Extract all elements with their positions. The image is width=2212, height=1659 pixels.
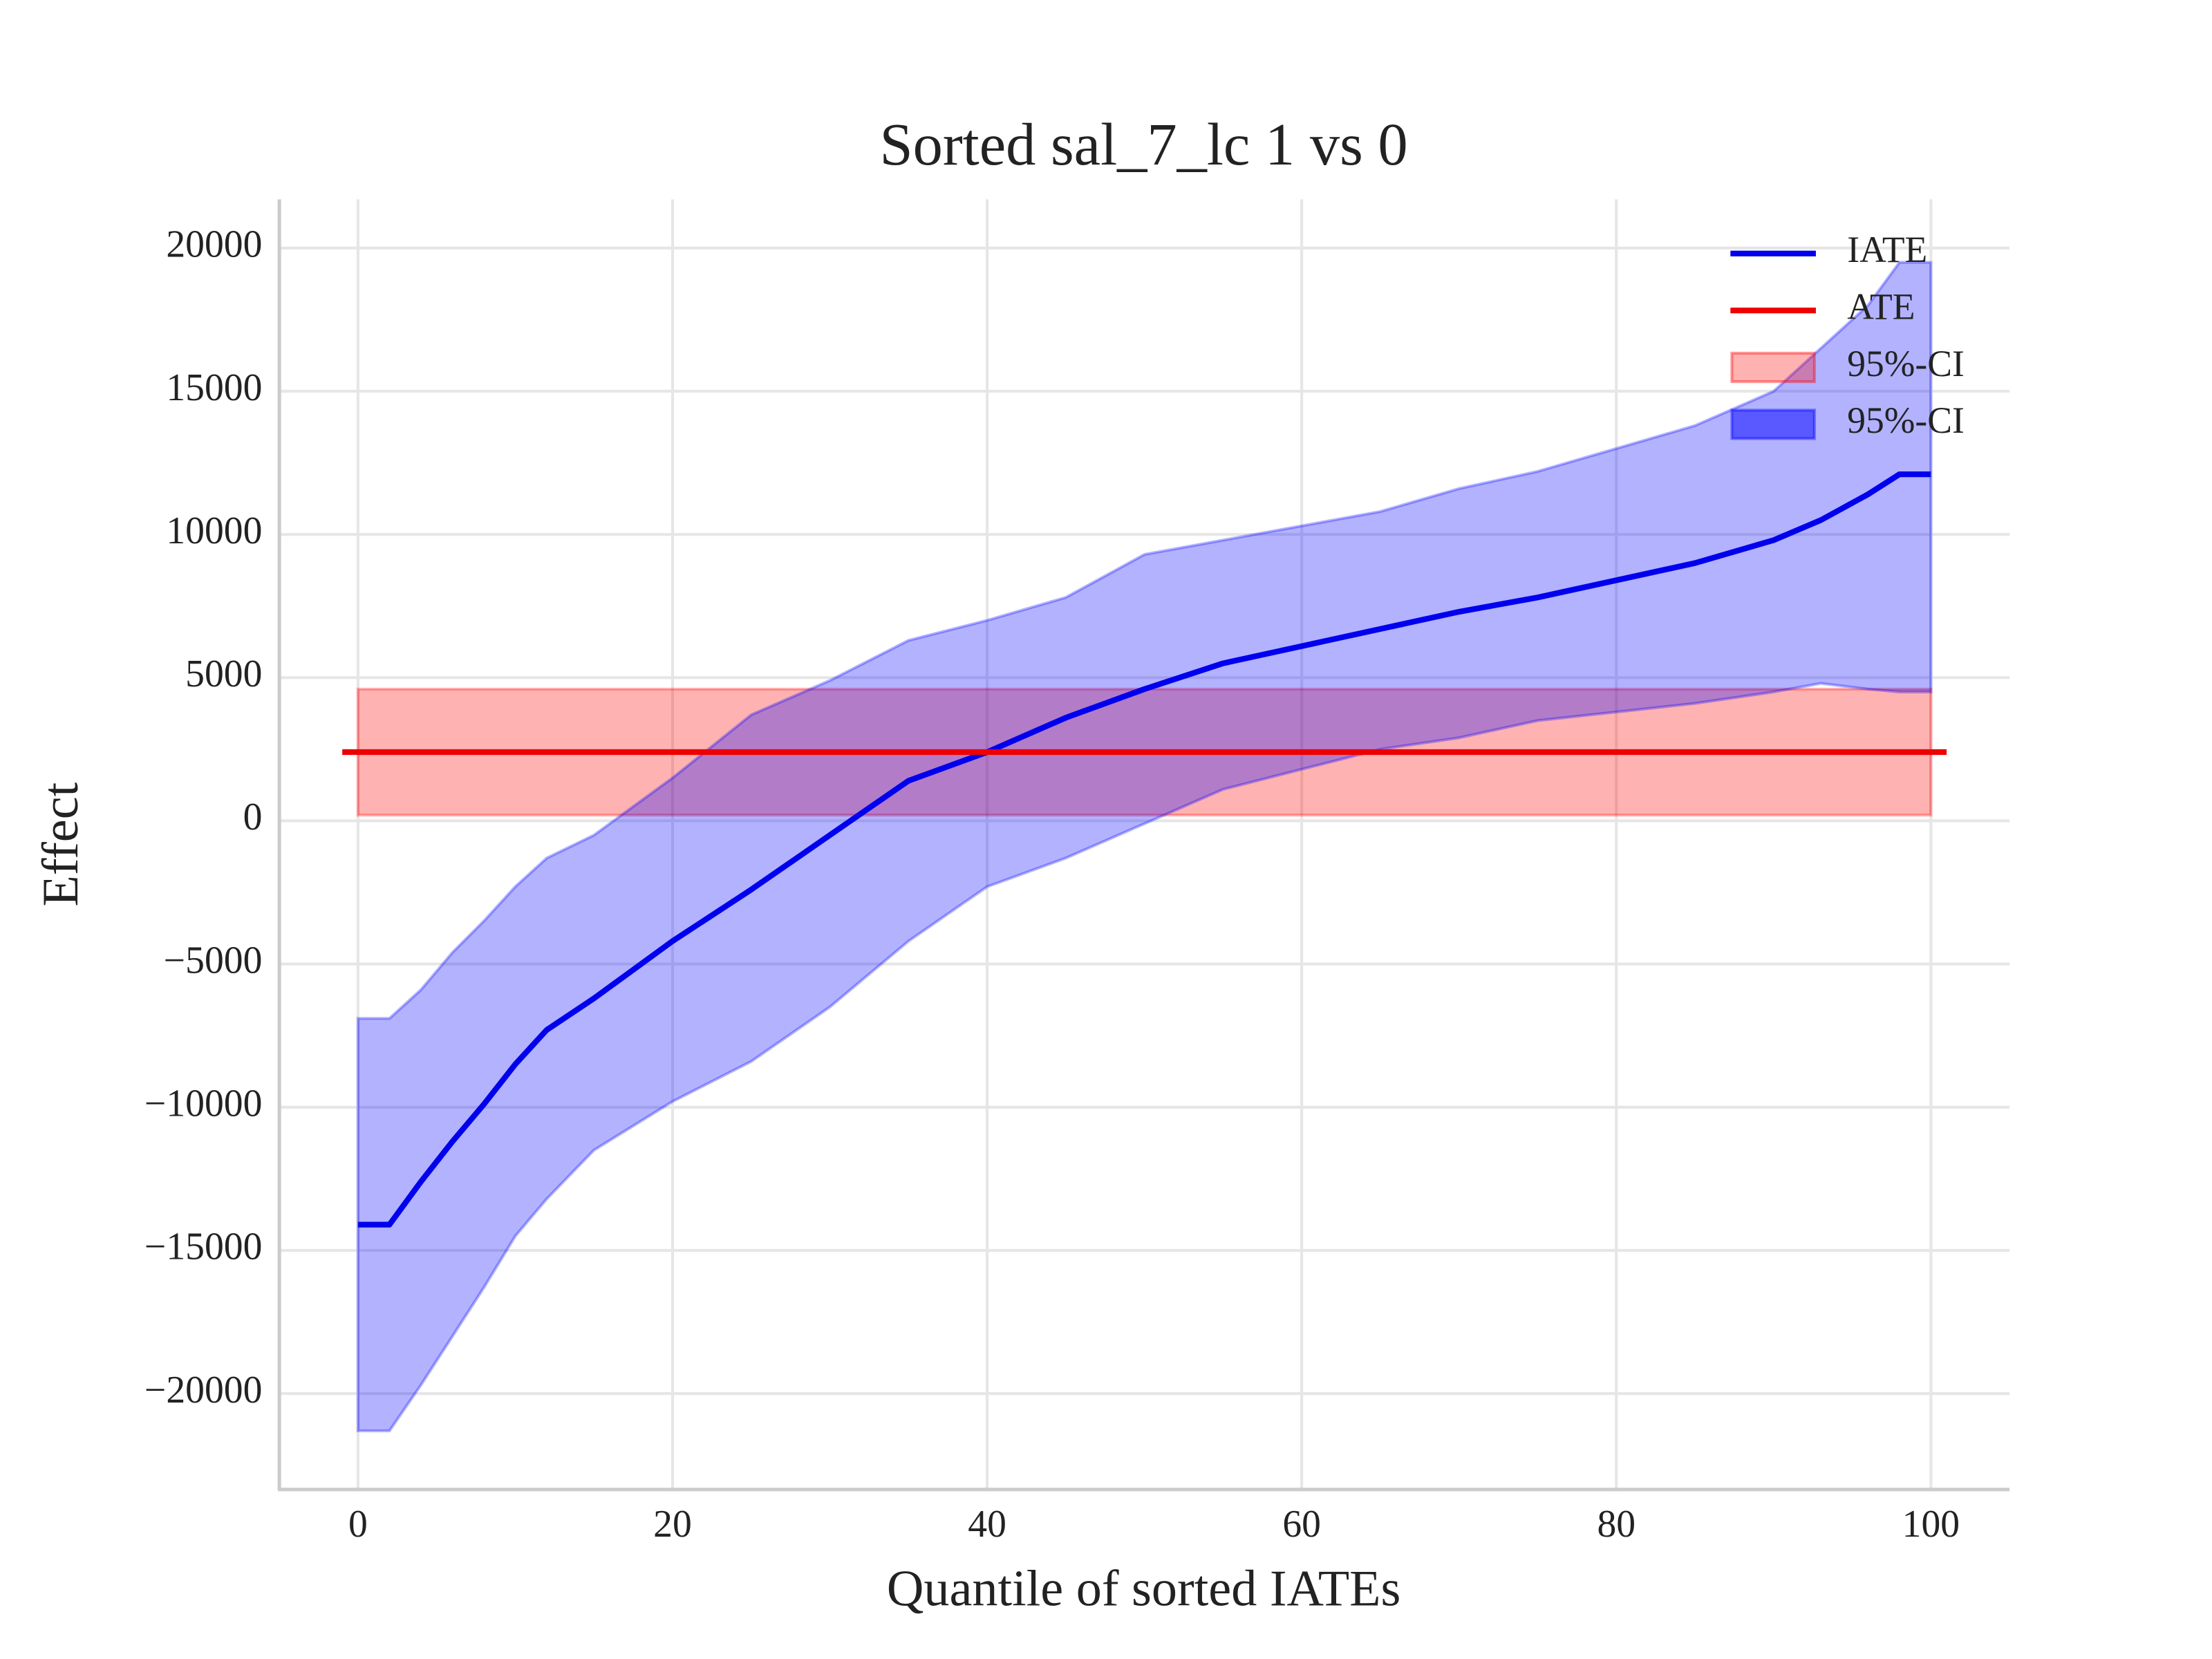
legend-label: 95%-CI xyxy=(1847,343,1965,384)
plot-area xyxy=(342,261,1947,1432)
y-tick-label: 0 xyxy=(243,796,263,838)
x-tick-label: 80 xyxy=(1597,1503,1635,1546)
legend-patch xyxy=(1730,409,1816,440)
y-tick-label: 15000 xyxy=(166,366,262,409)
y-tick-label: 5000 xyxy=(185,653,262,695)
axes xyxy=(277,199,2010,1492)
legend: IATE ATE 95%-CI 95%-CI xyxy=(1730,229,1965,441)
y-tick-label: 20000 xyxy=(166,223,262,266)
y-tick-label: 10000 xyxy=(166,509,262,552)
legend-label: 95%-CI xyxy=(1847,400,1965,441)
x-tick-label: 20 xyxy=(653,1503,692,1546)
x-tick-label: 40 xyxy=(968,1503,1006,1546)
x-tick-label: 60 xyxy=(1282,1503,1321,1546)
legend-patch xyxy=(1730,351,1816,384)
y-tick-label: −20000 xyxy=(144,1369,262,1412)
y-tick-label: −5000 xyxy=(164,939,263,982)
confidence-band xyxy=(356,261,1933,1432)
legend-label: IATE xyxy=(1847,229,1927,270)
y-tick-label: −15000 xyxy=(144,1226,262,1268)
x-axis-label: Quantile of sorted IATEs xyxy=(887,1560,1400,1617)
x-tick-label: 100 xyxy=(1902,1503,1960,1546)
x-tick-label: 0 xyxy=(348,1503,368,1546)
series-line xyxy=(357,471,1931,1228)
y-tick-label: −10000 xyxy=(144,1082,262,1125)
legend-label: ATE xyxy=(1847,285,1915,327)
chart-title: Sorted sal_7_lc 1 vs 0 xyxy=(880,111,1408,178)
grid: 0 20 40 60 80 100 −20000 −15000 −10000 −5000 0 5000… xyxy=(144,199,2010,1546)
y-axis-label: Effect xyxy=(32,782,89,906)
